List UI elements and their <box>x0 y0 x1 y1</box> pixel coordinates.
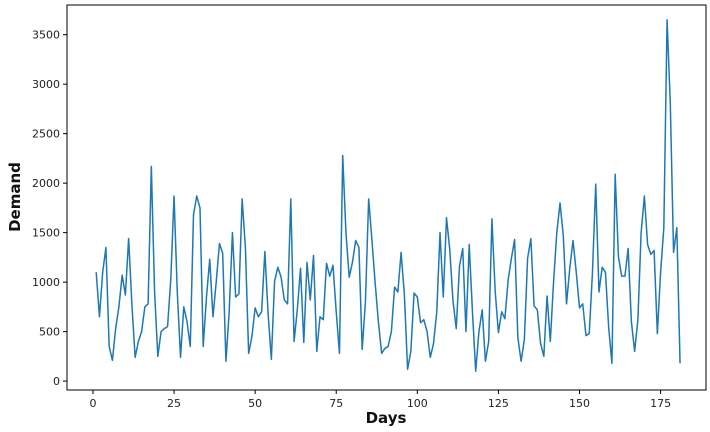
y-tick-label: 1000 <box>32 276 60 289</box>
y-axis-title: Demand <box>6 162 24 232</box>
x-tick-label: 125 <box>488 397 509 410</box>
x-axis-ticks: 0 25 50 75 100 125 150 175 <box>89 390 671 410</box>
x-tick-label: 175 <box>650 397 671 410</box>
x-tick-label: 75 <box>329 397 343 410</box>
demand-series-line <box>95 19 681 372</box>
y-tick-label: 3500 <box>32 29 60 42</box>
x-tick-label: 0 <box>89 397 96 410</box>
y-tick-label: 0 <box>53 375 60 388</box>
x-tick-label: 50 <box>248 397 262 410</box>
x-tick-label: 100 <box>407 397 428 410</box>
y-tick-label: 1500 <box>32 227 60 240</box>
y-tick-label: 2500 <box>32 128 60 141</box>
x-axis-title: Days <box>366 409 407 427</box>
x-tick-label: 150 <box>569 397 590 410</box>
y-tick-label: 2000 <box>32 177 60 190</box>
x-tick-label: 25 <box>167 397 181 410</box>
y-axis-ticks: 0 500 1000 1500 2000 2500 3000 3500 <box>32 29 67 388</box>
y-tick-label: 500 <box>39 326 60 339</box>
y-tick-label: 3000 <box>32 78 60 91</box>
plot-area <box>66 4 707 391</box>
